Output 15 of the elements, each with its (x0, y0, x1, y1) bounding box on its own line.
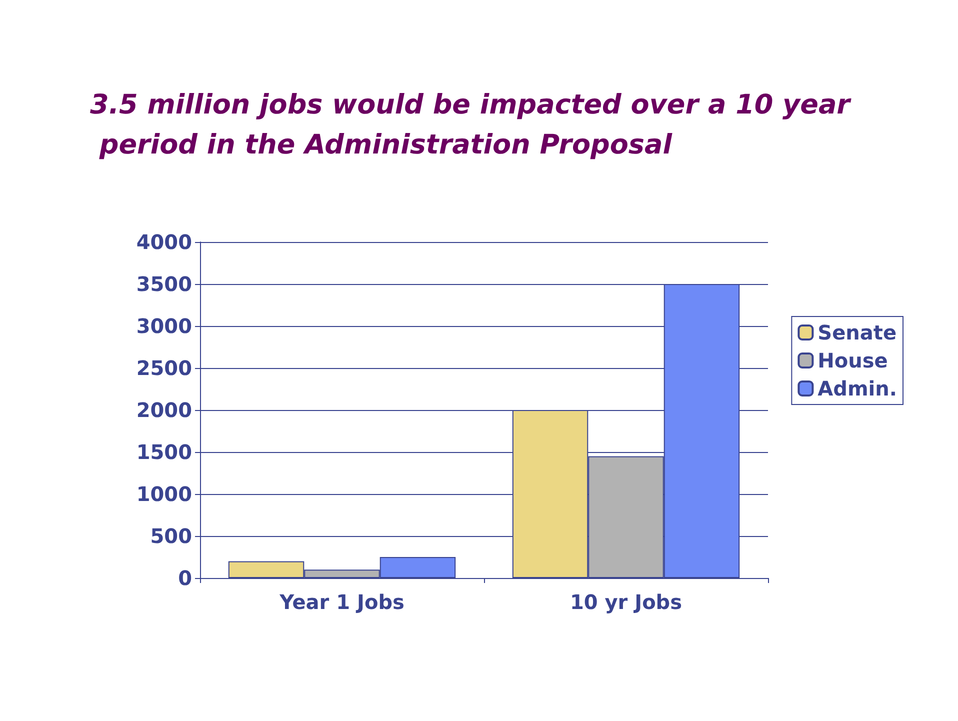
y-tick-label: 0 (178, 566, 192, 590)
y-tick-label: 4000 (136, 230, 192, 254)
legend-label: House (818, 348, 888, 372)
y-tick-label: 2000 (136, 398, 192, 422)
y-tick-label: 500 (150, 524, 192, 548)
y-tick-label: 2500 (136, 356, 192, 380)
legend-label: Senate (818, 320, 896, 344)
chart-title: 3.5 million jobs would be impacted over a 10 year period in the Administration Proposal (90, 90, 852, 160)
x-tick-label: 10 yr Jobs (570, 590, 682, 614)
y-tick-label: 3500 (136, 272, 192, 296)
y-tick-label: 1500 (136, 440, 192, 464)
y-tick-label: 1000 (136, 482, 192, 506)
x-tick-label: Year 1 Jobs (278, 590, 404, 614)
legend-label: Admin. (818, 376, 897, 400)
y-tick-label: 3000 (136, 314, 192, 338)
